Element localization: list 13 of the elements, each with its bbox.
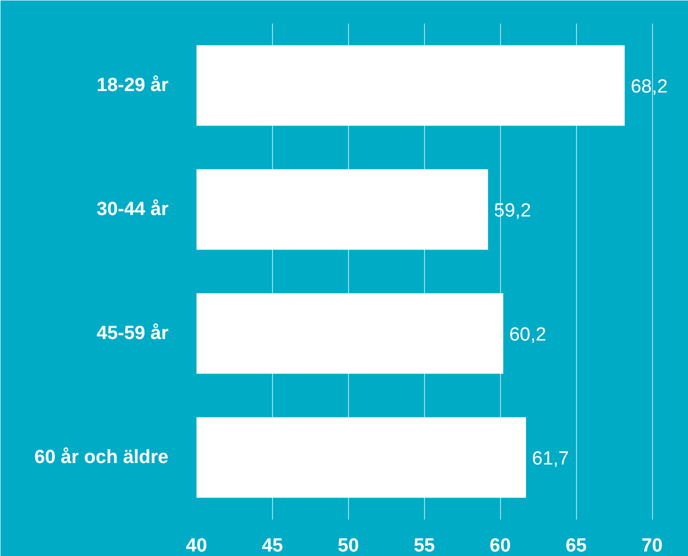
data-label: 61,7 [532, 448, 570, 470]
y-tick-label: 60 år och äldre [34, 447, 168, 468]
x-tick-label: 45 [262, 536, 284, 556]
y-tick-label: 18-29 år [96, 75, 170, 96]
x-tick-label: 55 [414, 536, 436, 556]
x-tick-label: 70 [641, 536, 663, 556]
y-tick-label: 45-59 år [96, 323, 170, 344]
x-tick-label: 50 [338, 536, 359, 556]
data-label: 60,2 [509, 324, 546, 346]
x-tick-label: 65 [566, 536, 588, 556]
y-tick-label: 30-44 år [96, 199, 170, 220]
x-tick-label: 60 [490, 536, 511, 556]
x-tick-label: 40 [186, 536, 208, 556]
